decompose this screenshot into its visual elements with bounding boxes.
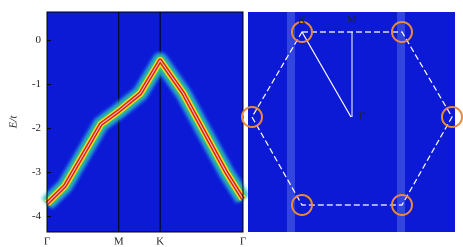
y-tick-label: -3	[32, 166, 42, 178]
y-tick-label: -4	[32, 210, 42, 222]
stripe	[287, 12, 295, 232]
x-tick-label: Γ	[44, 236, 50, 247]
zone-boundary	[251, 31, 453, 206]
k-point-circle	[291, 194, 313, 216]
k-point-circle	[391, 194, 413, 216]
y-axis-label: E/t	[8, 115, 20, 130]
y-tick-label: -2	[32, 122, 41, 134]
k-point-circle	[441, 106, 463, 128]
path-k-gamma	[301, 31, 352, 118]
point-label: M	[347, 14, 357, 26]
stripe	[397, 12, 405, 232]
x-tick-label: K	[156, 236, 164, 247]
point-label: K	[298, 15, 306, 27]
k-point-circle	[391, 21, 413, 43]
x-tick-label: M	[114, 236, 124, 247]
y-tick-label: 0	[36, 34, 42, 46]
band-glow	[46, 59, 244, 204]
brillouin-zone-panel: K M Γ	[241, 12, 463, 232]
y-tick-label: -1	[32, 78, 41, 90]
x-tick-label: Γ	[240, 236, 246, 247]
point-label: Γ	[359, 111, 365, 123]
k-point-circle	[241, 106, 263, 128]
plot-background	[47, 12, 243, 232]
k-point-circle	[291, 21, 313, 43]
